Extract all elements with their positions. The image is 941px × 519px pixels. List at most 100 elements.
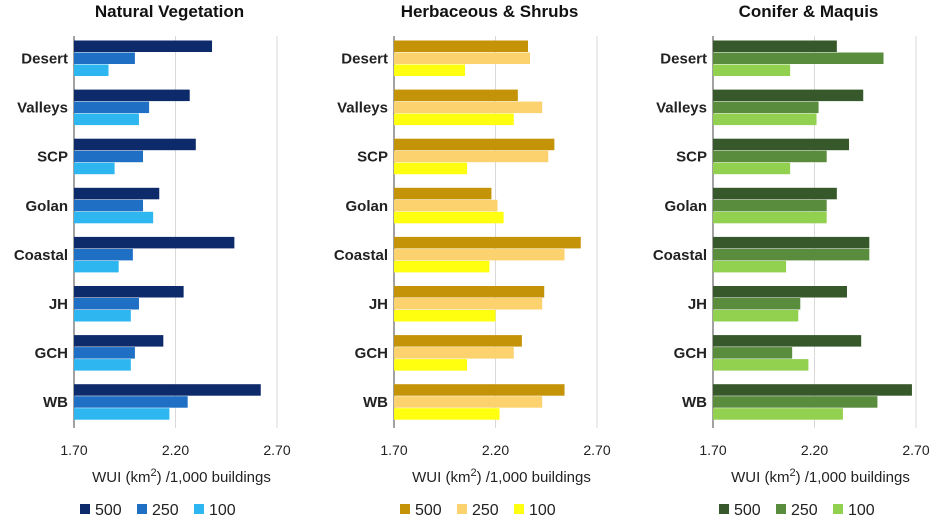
category-label: WB [43,394,68,411]
bar-100-valleys [394,113,514,126]
bar-250-coastal [394,248,565,261]
bar-500-valleys [74,89,190,102]
legend: 500 250 100 [400,502,556,519]
category-label: GCH [35,345,68,362]
bar-250-desert [74,52,135,64]
category-label: JH [369,296,388,313]
bar-250-scp [74,150,144,163]
legend-swatch-100 [833,504,843,514]
bar-100-gch [74,359,131,371]
x-tick-label: 2.70 [583,442,610,458]
bar-100-wb [713,408,843,420]
bar-100-desert [713,64,791,76]
legend-label-100: 100 [529,502,556,519]
bar-250-valleys [74,101,150,114]
bar-500-gch [713,335,862,347]
legend-label-500: 500 [734,502,761,519]
category-label: Coastal [14,247,68,264]
bar-100-valleys [74,113,139,126]
bar-500-golan [74,187,160,200]
category-label: SCP [37,149,68,166]
bar-500-wb [713,384,912,396]
x-tick-label: 2.20 [162,442,189,458]
bar-250-coastal [74,248,133,261]
x-tick-label: 1.70 [60,442,87,458]
bar-250-jh [713,298,801,310]
bar-250-wb [713,396,878,408]
bar-500-wb [74,384,261,396]
category-label: WB [682,394,707,411]
category-label: Desert [341,51,388,68]
x-axis-label: WUI (km2) /1,000 buildings [92,467,271,486]
x-tick-label: 2.20 [801,442,828,458]
legend-label-500: 500 [415,502,442,519]
x-axis-label-sup: 2 [470,467,476,479]
bar-500-jh [394,286,545,298]
bar-100-golan [394,211,504,224]
category-label: SCP [676,149,707,166]
bar-100-desert [394,64,466,76]
panel-herbaceous-shrubs: 1.70 2.20 2.70 Herbaceous & Shrubs Desert Val… [334,2,611,519]
bar-500-valleys [394,89,518,102]
legend: 500 250 100 [80,502,236,519]
bar-500-scp [394,138,555,151]
bar-250-jh [394,298,543,310]
bar-100-jh [713,310,799,322]
bar-500-coastal [74,236,235,249]
category-label: SCP [357,149,388,166]
x-tick-label: 2.20 [482,442,509,458]
legend: 500 250 100 [719,502,875,519]
chart-title: Herbaceous & Shrubs [401,2,579,21]
x-tick-label: 2.70 [263,442,290,458]
panel-natural-vegetation: 1.70 2.20 2.70 Natural Vegetation Desert Vall… [14,2,291,519]
bar-500-scp [713,138,850,151]
bar-100-valleys [713,113,817,126]
x-tick-label: 1.70 [699,442,726,458]
legend-swatch-100 [194,504,204,514]
bar-100-gch [394,359,468,371]
bar-500-jh [713,286,847,298]
legend-swatch-500 [400,504,410,514]
category-label: Coastal [653,247,707,264]
bar-100-golan [74,211,154,224]
bar-100-gch [713,359,809,371]
x-axis-label-sup: 2 [150,467,156,479]
bar-250-gch [74,347,135,359]
bar-500-desert [74,40,213,52]
bar-250-gch [713,347,793,359]
bar-250-valleys [713,101,819,114]
bar-500-desert [713,40,837,52]
bar-100-scp [74,162,115,175]
category-label: Desert [660,51,707,68]
bar-250-desert [713,52,884,64]
x-axis-label-tail: ) /1,000 buildings [796,469,910,486]
bar-500-coastal [713,236,870,249]
bar-250-scp [713,150,827,163]
category-label: GCH [355,345,388,362]
bar-100-jh [394,310,496,322]
x-axis-label: WUI (km2) /1,000 buildings [412,467,591,486]
bar-250-scp [394,150,549,163]
bar-100-scp [713,162,791,175]
category-label: Valleys [17,100,68,117]
legend-swatch-250 [776,504,786,514]
bar-100-golan [713,211,827,224]
category-label: Valleys [337,100,388,117]
legend-label-250: 250 [152,502,179,519]
bar-250-wb [394,396,543,408]
category-label: JH [688,296,707,313]
bar-250-valleys [394,101,543,114]
bar-100-scp [394,162,468,175]
legend-label-250: 250 [472,502,499,519]
legend-swatch-100 [514,504,524,514]
legend-swatch-250 [457,504,467,514]
legend-swatch-250 [137,504,147,514]
legend-label-250: 250 [791,502,818,519]
bar-100-desert [74,64,109,76]
bar-500-coastal [394,236,581,249]
bar-100-coastal [394,260,490,273]
legend-swatch-500 [80,504,90,514]
x-axis-label-main: WUI (km [92,469,150,486]
legend-label-100: 100 [848,502,875,519]
